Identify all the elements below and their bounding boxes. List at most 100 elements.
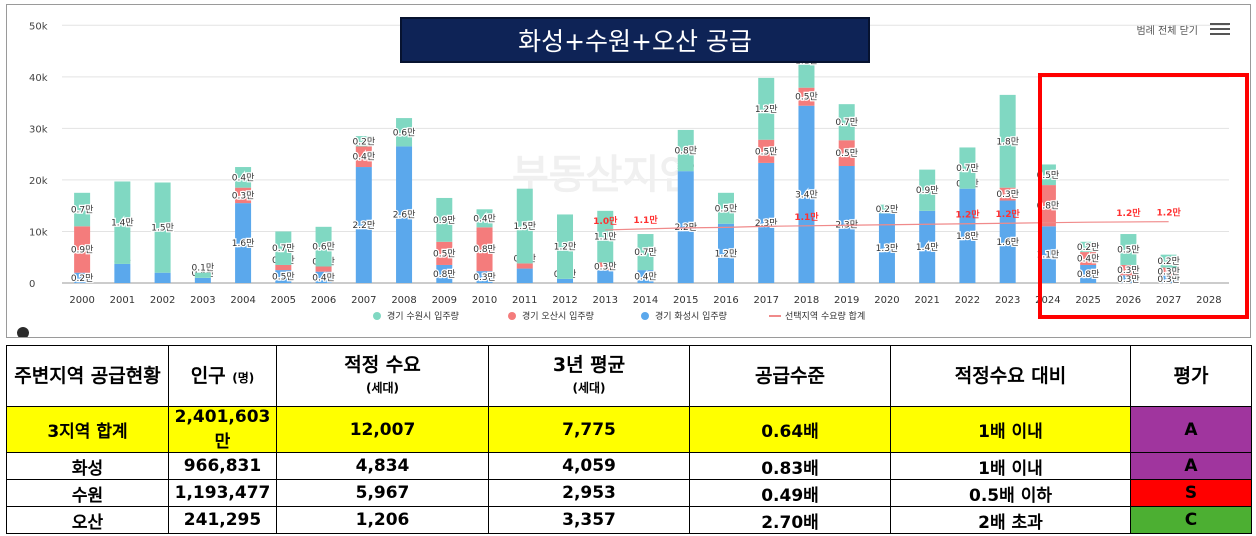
y-tick-label: 20k bbox=[29, 176, 48, 187]
x-tick-label: 2022 bbox=[955, 295, 980, 306]
bar-segment bbox=[919, 169, 936, 211]
data-label: 0.7만 bbox=[634, 247, 657, 258]
bar-segment bbox=[677, 171, 694, 283]
table-cell-region: 3지역 합계 bbox=[6, 406, 169, 453]
bar-segment bbox=[476, 227, 493, 272]
bar-segment bbox=[798, 87, 815, 106]
data-label: 0.7만 bbox=[835, 117, 858, 128]
table-cell-population: 966,831 bbox=[168, 452, 277, 480]
demand-line bbox=[605, 221, 1169, 231]
x-tick-label: 2002 bbox=[150, 295, 175, 306]
table-header-cell: 주변지역 공급현황 bbox=[6, 345, 169, 407]
table-cell-vs: 0.5배 이하 bbox=[890, 479, 1131, 507]
table-header-cell: 적정수요 대비 bbox=[890, 345, 1131, 407]
bar-segment bbox=[275, 264, 292, 271]
data-label: 0.8만 bbox=[1077, 269, 1100, 280]
data-label: 1.8만 bbox=[996, 136, 1019, 147]
grade-badge: A bbox=[1130, 452, 1252, 480]
bar-segment bbox=[516, 263, 533, 269]
demand-label: 1.1만 bbox=[633, 214, 658, 226]
x-tick-label: 2018 bbox=[794, 295, 819, 306]
bar-segment bbox=[275, 270, 292, 283]
data-label: 0.4만 bbox=[232, 172, 255, 183]
table-row: 수원 1,193,477 5,967 2,953 0.49배 0.5배 이하 S bbox=[6, 479, 1252, 507]
table-header-cell: 적정 수요 (세대) bbox=[276, 345, 489, 407]
bar-segment bbox=[999, 187, 1016, 201]
data-label: 0.7만 bbox=[71, 205, 94, 216]
highlight-box bbox=[1038, 73, 1249, 319]
bar-segment bbox=[275, 231, 292, 265]
x-tick-label: 2004 bbox=[230, 295, 255, 306]
bar-segment bbox=[315, 266, 332, 272]
bar-segment bbox=[999, 200, 1016, 283]
x-tick-label: 2003 bbox=[190, 295, 215, 306]
data-label: 0.3만 bbox=[594, 261, 617, 272]
table-cell-demand: 12,007 bbox=[276, 406, 489, 453]
data-label: 0.5만 bbox=[755, 146, 778, 157]
bar-segment bbox=[597, 270, 614, 283]
table-cell-level: 0.83배 bbox=[689, 452, 891, 480]
bar-segment bbox=[597, 262, 614, 271]
legend-close-toggle[interactable]: 범례 전체 닫기 bbox=[1136, 26, 1198, 37]
grade-badge: A bbox=[1130, 406, 1252, 453]
bar-segment bbox=[355, 146, 372, 168]
demand-label: 1.1만 bbox=[794, 211, 819, 223]
data-label: 0.2만 bbox=[71, 273, 94, 284]
bar-segment bbox=[557, 214, 574, 279]
data-label: 0.3만 bbox=[1117, 265, 1140, 276]
data-label: 0.1만 bbox=[192, 263, 215, 274]
table-cell-population: 241,295 bbox=[168, 506, 277, 534]
x-tick-label: 2006 bbox=[311, 295, 336, 306]
x-tick-label: 2020 bbox=[874, 295, 899, 306]
bar-segment bbox=[315, 271, 332, 283]
demand-label: 1.2만 bbox=[1116, 207, 1141, 219]
x-tick-label: 2009 bbox=[432, 295, 457, 306]
table-header-row: 주변지역 공급현황 인구 (명) 적정 수요 (세대) 3년 평균 (세대) 공급수준 적정수… bbox=[6, 345, 1252, 407]
bar-segment bbox=[637, 270, 654, 283]
bar-segment bbox=[235, 167, 252, 188]
data-label: 0.5만 bbox=[835, 148, 858, 159]
data-label: 1.6만 bbox=[996, 237, 1019, 248]
table-header-cell: 평가 bbox=[1130, 345, 1252, 407]
table-cell-level: 0.49배 bbox=[689, 479, 891, 507]
header-main-text: 3년 평균 bbox=[552, 354, 626, 377]
data-label: 0.8만 bbox=[473, 244, 496, 255]
header-sub-text: (세대) bbox=[365, 381, 400, 395]
bar-segment bbox=[476, 209, 493, 228]
header-sub-text: (세대) bbox=[572, 381, 606, 395]
header-main-text: 공급수준 bbox=[755, 364, 825, 387]
x-tick-label: 2007 bbox=[351, 295, 376, 306]
data-label: 0.5만 bbox=[272, 272, 295, 283]
data-label: 0.2만 bbox=[1157, 256, 1180, 267]
header-main-text: 주변지역 공급현황 bbox=[14, 364, 161, 387]
bar-segment bbox=[798, 105, 815, 283]
bar-segment bbox=[557, 278, 574, 283]
bar-segment bbox=[758, 162, 775, 283]
header-main-text: 인구 bbox=[190, 364, 226, 387]
data-label: 0.3만 bbox=[232, 190, 255, 201]
bar-segment bbox=[194, 277, 211, 283]
x-tick-label: 2010 bbox=[472, 295, 497, 306]
data-label: 0.4만 bbox=[473, 213, 496, 224]
bar-segment bbox=[154, 272, 171, 283]
bar-segment bbox=[838, 166, 855, 283]
table-cell-avg3: 3,357 bbox=[488, 506, 690, 534]
data-label: 1.4만 bbox=[111, 218, 134, 229]
y-tick-label: 50k bbox=[29, 21, 48, 32]
bar-segment bbox=[878, 204, 895, 214]
bar-segment bbox=[436, 197, 453, 242]
legend-marker bbox=[641, 312, 649, 320]
x-tick-label: 2023 bbox=[995, 295, 1020, 306]
table-header-cell: 3년 평균 (세대) bbox=[488, 345, 690, 407]
data-label: 0.4만 bbox=[1077, 254, 1100, 265]
x-tick-label: 2013 bbox=[593, 295, 618, 306]
demand-label: 1.0만 bbox=[593, 215, 618, 227]
header-main-text: 평가 bbox=[1173, 364, 1209, 387]
bar-segment bbox=[1039, 226, 1056, 283]
hamburger-menu-icon[interactable] bbox=[1210, 20, 1230, 36]
legend-label: 선택지역 수요량 합계 bbox=[785, 310, 865, 322]
data-label: 0.7만 bbox=[956, 163, 979, 174]
data-label: 1.6만 bbox=[232, 238, 255, 249]
bar-segment bbox=[235, 203, 252, 283]
data-label: 0.4만 bbox=[312, 272, 335, 283]
